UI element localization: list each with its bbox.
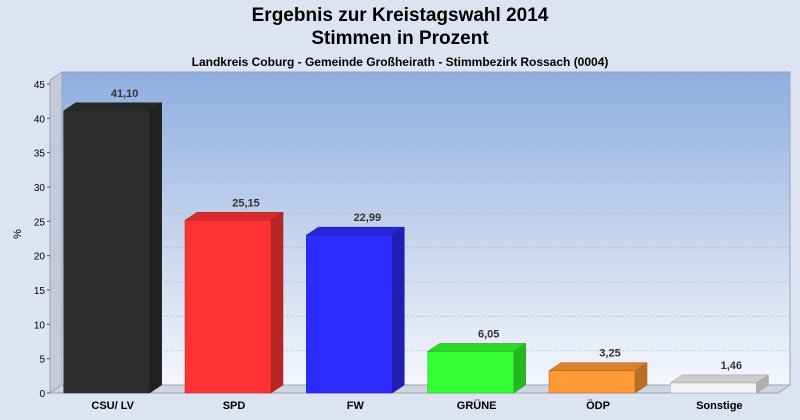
gridline-side [49, 212, 63, 222]
bar-value-label: 22,99 [354, 212, 382, 224]
bar-top [184, 212, 284, 221]
plot-background [61, 71, 791, 386]
bar [548, 370, 636, 394]
bar [306, 234, 393, 394]
x-category-label: ÖDP [586, 399, 610, 412]
gridline-side [49, 281, 63, 291]
x-category-label: SPD [223, 400, 246, 412]
y-tick-label: 30 [34, 183, 46, 194]
bar [184, 220, 272, 394]
plot-side-wall [49, 71, 63, 394]
y-tick-label: 35 [34, 149, 46, 160]
bar-side [270, 211, 284, 394]
bar [63, 110, 150, 394]
bar-side [149, 102, 162, 394]
y-tick-label: 5 [39, 355, 45, 366]
bar-value-label: 25,15 [232, 197, 260, 209]
x-category-label: FW [347, 400, 365, 412]
bar [427, 351, 514, 394]
y-tick-label: 25 [34, 217, 46, 228]
gridline-side [49, 247, 63, 257]
y-tick-label: 20 [34, 252, 46, 263]
gridline-side [49, 75, 63, 85]
chart-title-line2: Stimmen in Prozent [311, 28, 489, 49]
y-tick-label: 40 [34, 114, 46, 125]
gridline-side [49, 109, 63, 119]
bar-top [426, 343, 527, 352]
y-tick-label: 0 [39, 389, 45, 400]
chart-title-block: Ergebnis zur Kreistagswahl 2014 Stimmen … [0, 4, 800, 69]
bar-top [548, 362, 648, 371]
bar-value-label: 41,10 [111, 88, 139, 100]
gridline-side [49, 350, 63, 360]
gridline-side [49, 178, 63, 188]
x-category-label: GRÜNE [457, 399, 497, 412]
chart-title-line1: Ergebnis zur Kreistagswahl 2014 [251, 5, 549, 26]
bar-value-label: 1,46 [721, 360, 742, 372]
bar-value-label: 3,25 [599, 348, 620, 360]
y-tick-label: 10 [34, 320, 46, 331]
y-tick-label: 45 [34, 80, 46, 91]
chart-subtitle: Landkreis Coburg - Gemeinde Großheirath … [191, 55, 609, 69]
y-axis-label: % [12, 229, 24, 239]
bar-top [62, 102, 163, 112]
bar-side [513, 342, 526, 394]
bar-side [392, 226, 405, 394]
gridline-side [49, 315, 63, 325]
bar-top [305, 226, 406, 236]
x-category-label: CSU/ LV [91, 400, 134, 412]
y-tick-label: 15 [34, 286, 46, 297]
gridline-side [49, 144, 63, 154]
bar [670, 382, 757, 394]
bar-top [669, 374, 770, 384]
bar-value-label: 6,05 [478, 328, 499, 340]
x-category-label: Sonstige [696, 400, 742, 412]
